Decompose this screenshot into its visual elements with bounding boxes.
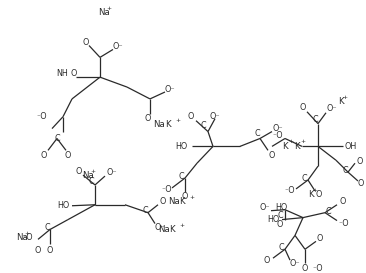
Text: C: C: [200, 121, 206, 130]
Text: ⁻O: ⁻O: [285, 186, 295, 195]
Text: +: +: [190, 195, 194, 200]
Text: O: O: [35, 246, 41, 255]
Text: +: +: [288, 139, 294, 144]
Text: C: C: [88, 177, 94, 186]
Text: C: C: [325, 207, 331, 216]
Text: K: K: [179, 197, 185, 206]
Text: ⁻O: ⁻O: [36, 112, 47, 121]
Text: K: K: [338, 97, 344, 106]
Text: +: +: [90, 169, 95, 174]
Text: OH: OH: [345, 142, 357, 151]
Text: NH: NH: [56, 69, 68, 78]
Text: ⁻O: ⁻O: [162, 185, 172, 194]
Text: O: O: [302, 263, 308, 272]
Text: Na: Na: [98, 8, 110, 17]
Text: O: O: [188, 112, 194, 121]
Text: K: K: [282, 142, 288, 151]
Text: O: O: [65, 151, 71, 160]
Text: C: C: [254, 129, 260, 138]
Text: Na: Na: [82, 171, 94, 180]
Text: ⁻O: ⁻O: [339, 219, 349, 228]
Text: O⁻: O⁻: [290, 259, 300, 268]
Text: O: O: [277, 220, 283, 229]
Text: O: O: [357, 157, 363, 166]
Text: O: O: [76, 167, 82, 176]
Text: O⁻: O⁻: [155, 223, 165, 232]
Text: O⁻: O⁻: [113, 42, 123, 51]
Text: ⁻O: ⁻O: [273, 131, 283, 140]
Text: O: O: [340, 197, 346, 206]
Text: C: C: [278, 243, 284, 252]
Text: O: O: [317, 234, 323, 243]
Text: C: C: [44, 223, 50, 232]
Text: O⁻: O⁻: [259, 203, 270, 212]
Text: O: O: [269, 151, 275, 160]
Text: +: +: [179, 223, 184, 228]
Text: O: O: [182, 192, 188, 201]
Text: O⁻: O⁻: [273, 124, 283, 133]
Text: +: +: [300, 139, 306, 144]
Text: C: C: [342, 166, 348, 175]
Text: O: O: [264, 256, 270, 265]
Text: ⁻O: ⁻O: [313, 263, 323, 272]
Text: O⁻: O⁻: [327, 104, 337, 113]
Text: K: K: [308, 190, 314, 199]
Text: C: C: [54, 134, 60, 143]
Text: Na: Na: [158, 225, 170, 234]
Text: K: K: [165, 120, 171, 129]
Text: +: +: [176, 118, 180, 123]
Text: HO: HO: [176, 142, 188, 151]
Text: O: O: [145, 114, 151, 123]
Text: O⁻: O⁻: [107, 168, 117, 177]
Text: O: O: [160, 197, 166, 206]
Text: Na: Na: [168, 197, 180, 206]
Text: ⁻O: ⁻O: [23, 233, 33, 242]
Text: O: O: [71, 69, 77, 78]
Text: Na: Na: [153, 120, 165, 129]
Text: O: O: [41, 151, 47, 160]
Text: C: C: [178, 171, 184, 180]
Text: C: C: [312, 115, 318, 124]
Text: HO: HO: [268, 215, 280, 224]
Text: +: +: [342, 96, 347, 100]
Text: O: O: [358, 179, 364, 188]
Text: +: +: [24, 231, 29, 236]
Text: K: K: [294, 142, 300, 151]
Text: C: C: [142, 206, 148, 215]
Text: C: C: [277, 211, 283, 220]
Text: HO: HO: [58, 201, 70, 210]
Text: O⁻: O⁻: [210, 112, 220, 121]
Text: Na: Na: [16, 233, 28, 242]
Text: HO: HO: [275, 203, 287, 212]
Text: +: +: [106, 6, 111, 11]
Text: O: O: [83, 38, 89, 47]
Text: +: +: [312, 188, 317, 193]
Text: C: C: [301, 174, 307, 183]
Text: O: O: [316, 190, 322, 199]
Text: O: O: [47, 246, 53, 255]
Text: O: O: [300, 103, 306, 112]
Text: O⁻: O⁻: [165, 85, 175, 94]
Text: K: K: [169, 225, 175, 234]
